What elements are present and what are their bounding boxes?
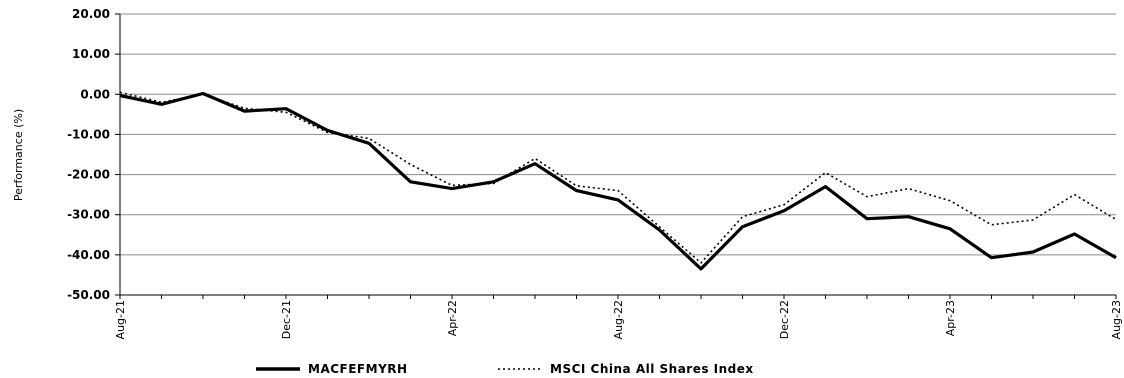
y-axis-label: Performance (%) xyxy=(12,109,25,201)
legend: MACFEFMYRH MSCI China All Shares Index xyxy=(256,362,754,376)
x-tick-label: Aug-23 xyxy=(1110,300,1123,339)
y-tick-label: -10.00 xyxy=(67,127,110,141)
x-tick-label: Aug-22 xyxy=(612,300,625,339)
series-line-2 xyxy=(119,91,1117,264)
y-tick-label: -50.00 xyxy=(67,288,110,302)
series-lines xyxy=(119,91,1117,271)
y-tick-labels: 20.00 10.00 0.00 -10.00 -20.00 -30.00 -40.00 -5… xyxy=(67,7,120,302)
legend-label-series-1: MACFEFMYRH xyxy=(308,362,408,376)
x-tick-label: Dec-21 xyxy=(280,300,293,339)
x-tick-label: Aug-21 xyxy=(114,300,127,339)
x-tick-labels: Aug-21 Dec-21 Apr-22 Aug-22 Dec-22 Apr-23 Aug-… xyxy=(114,295,1123,339)
y-tick-label: 0.00 xyxy=(80,87,110,101)
series-line-1 xyxy=(119,91,1117,271)
grid-lines xyxy=(120,13,1116,296)
y-tick-label: -30.00 xyxy=(67,208,110,222)
x-tick-label: Dec-22 xyxy=(778,300,791,339)
y-tick-label: 20.00 xyxy=(72,7,110,21)
x-tick-label: Apr-22 xyxy=(446,300,459,336)
y-tick-label: 10.00 xyxy=(72,47,110,61)
y-tick-label: -40.00 xyxy=(67,248,110,262)
y-tick-label: -20.00 xyxy=(67,168,110,182)
legend-label-series-2: MSCI China All Shares Index xyxy=(550,362,754,376)
x-tick-label: Apr-23 xyxy=(944,300,957,336)
